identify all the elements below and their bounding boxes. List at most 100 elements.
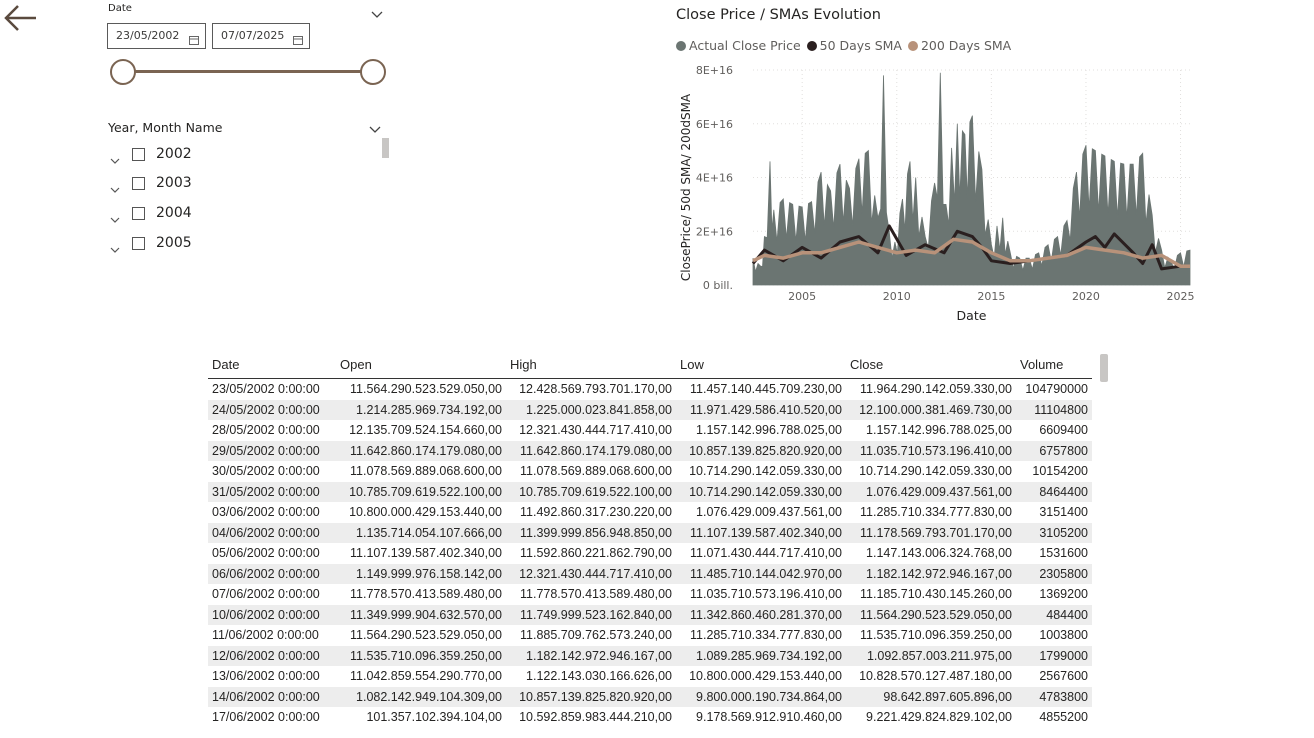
x-tick-label: 2020 <box>1072 290 1100 303</box>
table-row[interactable]: 06/06/2002 0:00:00 1.149.999.976.158.142,… <box>208 563 1092 584</box>
expand-chevron-icon[interactable] <box>108 210 122 223</box>
table-cell: 12.321.430.444.717.410,00 <box>506 563 676 584</box>
x-tick-label: 2005 <box>788 290 816 303</box>
table-row[interactable]: 17/06/2002 0:00:00 101.357.102.394.104,00… <box>208 707 1092 726</box>
checkbox[interactable] <box>132 177 145 190</box>
expand-chevron-icon[interactable] <box>108 151 122 164</box>
table-row[interactable]: 11/06/2002 0:00:00 11.564.290.523.529.050… <box>208 625 1092 646</box>
table-cell: 31/05/2002 0:00:00 <box>208 481 336 502</box>
table-cell: 1.225.000.023.841.858,00 <box>506 399 676 420</box>
legend-label: Actual Close Price <box>689 38 801 53</box>
year-month-slicer-title: Year, Month Name <box>108 120 223 135</box>
legend-dot <box>907 41 918 51</box>
table-cell: 11.185.710.430.145.260,00 <box>860 587 1012 602</box>
table-cell: 8464400 <box>1016 481 1092 502</box>
table-row[interactable]: 05/06/2002 0:00:00 11.107.139.587.402.340… <box>208 543 1092 564</box>
table-cell: 11.964.290.142.059.330,00 <box>860 382 1012 397</box>
table-row[interactable]: 03/06/2002 0:00:00 10.800.000.429.153.440… <box>208 502 1092 523</box>
table-cell: 10.714.290.142.059.330,00 <box>859 464 1012 479</box>
table-row[interactable]: 24/05/2002 0:00:00 1.214.285.969.734.192,… <box>208 399 1092 420</box>
table-cell: 1799000 <box>1016 645 1092 666</box>
year-item-2002[interactable]: 2002 <box>108 146 308 171</box>
table-row[interactable]: 31/05/2002 0:00:00 10.785.709.619.522.100… <box>208 481 1092 502</box>
column-header-close[interactable]: Close <box>846 350 1016 379</box>
table-row[interactable]: 13/06/2002 0:00:00 11.042.859.554.290.770… <box>208 666 1092 687</box>
table-cell: 11.971.429.586.410.520,00 <box>676 399 846 420</box>
table-row[interactable]: 14/06/2002 0:00:00 1.082.142.949.104.309,… <box>208 686 1092 707</box>
table-row[interactable]: 28/05/2002 0:00:00 12.135.709.524.154.660… <box>208 420 1092 441</box>
table-cell: 1.182.142.972.946.167,00 <box>846 563 1016 584</box>
table-cell: 11.285.710.334.777.830,00 <box>860 505 1012 520</box>
table-row[interactable]: 23/05/2002 0:00:00 11.564.290.523.529.050… <box>208 379 1092 400</box>
table-cell: 1003800 <box>1039 628 1088 643</box>
checkbox[interactable] <box>132 207 145 220</box>
table-cell: 11104800 <box>1016 399 1092 420</box>
table-cell: 11.035.710.573.196.410,00 <box>690 587 842 602</box>
table-cell: 11.035.710.573.196.410,00 <box>846 440 1016 461</box>
expand-chevron-icon[interactable] <box>108 240 122 253</box>
table-cell: 23/05/2002 0:00:00 <box>212 382 320 397</box>
end-date-input[interactable]: 07/07/2025 <box>212 23 310 49</box>
table-cell: 11.078.569.889.068.600,00 <box>350 464 502 479</box>
table-cell: 1369200 <box>1039 587 1088 602</box>
table-cell: 17/06/2002 0:00:00 <box>212 710 320 725</box>
calendar-icon[interactable] <box>189 30 199 45</box>
table-cell: 11/06/2002 0:00:00 <box>212 628 319 643</box>
start-date-input[interactable]: 23/05/2002 <box>107 23 206 49</box>
year-item-2004[interactable]: 2004 <box>108 205 308 230</box>
date-range-track[interactable] <box>122 70 372 73</box>
table-cell: 24/05/2002 0:00:00 <box>208 399 336 420</box>
start-date-value: 23/05/2002 <box>116 29 180 42</box>
table-cell: 10.785.709.619.522.100,00 <box>506 481 676 502</box>
legend-item-close[interactable]: Actual Close Price <box>676 38 801 53</box>
table-cell: 10.857.139.825.820.920,00 <box>676 440 846 461</box>
year-item-2005[interactable]: 2005 <box>108 235 308 260</box>
calendar-icon[interactable] <box>293 30 303 45</box>
column-header-date[interactable]: Date <box>208 350 336 379</box>
legend-item-sma200[interactable]: 200 Days SMA <box>907 38 1011 53</box>
table-header-row: Date Open High Low Close Volume <box>208 350 1092 379</box>
table-row[interactable]: 10/06/2002 0:00:00 11.349.999.904.632.570… <box>208 604 1092 625</box>
year-item-2003[interactable]: 2003 <box>108 175 308 200</box>
y-tick-label: 6E+16 <box>696 118 733 131</box>
column-header-low[interactable]: Low <box>676 350 846 379</box>
table-row[interactable]: 12/06/2002 0:00:00 11.535.710.096.359.250… <box>208 645 1092 666</box>
table-cell: 1.147.143.006.324.768,00 <box>866 546 1012 561</box>
year-label: 2004 <box>156 205 192 221</box>
table-row[interactable]: 29/05/2002 0:00:00 11.642.860.174.179.080… <box>208 440 1092 461</box>
checkbox[interactable] <box>132 237 145 250</box>
start-slider-handle[interactable] <box>110 59 136 85</box>
expand-chevron-icon[interactable] <box>108 180 122 193</box>
x-tick-label: 2025 <box>1167 290 1195 303</box>
table-cell: 1531600 <box>1039 546 1088 561</box>
chevron-down-icon[interactable] <box>368 120 382 133</box>
table-cell: 10.828.570.127.487.180,00 <box>859 669 1012 684</box>
table-row[interactable]: 07/06/2002 0:00:00 11.778.570.413.589.480… <box>208 584 1092 605</box>
table-cell: 9.221.429.824.829.102,00 <box>866 710 1012 725</box>
legend-item-sma50[interactable]: 50 Days SMA <box>806 38 902 53</box>
column-header-volume[interactable]: Volume <box>1016 350 1092 379</box>
table-cell: 2305800 <box>1016 563 1092 584</box>
year-label: 2002 <box>156 146 192 162</box>
y-tick-label: 2E+16 <box>696 225 733 238</box>
table-scrollbar[interactable] <box>1100 354 1108 382</box>
table-cell: 10.714.290.142.059.330,00 <box>689 464 842 479</box>
table-cell: 11.492.860.317.230.220,00 <box>520 505 672 520</box>
back-arrow-icon[interactable] <box>2 2 38 34</box>
table-cell: 4783800 <box>1016 686 1092 707</box>
table-cell: 10.714.290.142.059.330,00 <box>676 481 846 502</box>
column-header-open[interactable]: Open <box>336 350 506 379</box>
table-row[interactable]: 30/05/2002 0:00:00 11.078.569.889.068.600… <box>208 461 1092 482</box>
column-header-high[interactable]: High <box>506 350 676 379</box>
table-cell: 9.178.569.912.910.460,00 <box>696 710 842 725</box>
table-cell: 2567600 <box>1039 669 1088 684</box>
table-row[interactable]: 04/06/2002 0:00:00 1.135.714.054.107.666,… <box>208 522 1092 543</box>
legend-dot <box>806 41 817 51</box>
slicer-scrollbar[interactable] <box>382 138 389 158</box>
chevron-down-icon[interactable] <box>370 5 384 18</box>
table-cell: 104790000 <box>1025 382 1088 397</box>
checkbox[interactable] <box>132 148 145 161</box>
table-cell: 11.107.139.587.402.340,00 <box>350 546 502 561</box>
end-slider-handle[interactable] <box>360 59 386 85</box>
series-actual-close-price <box>752 72 1191 286</box>
